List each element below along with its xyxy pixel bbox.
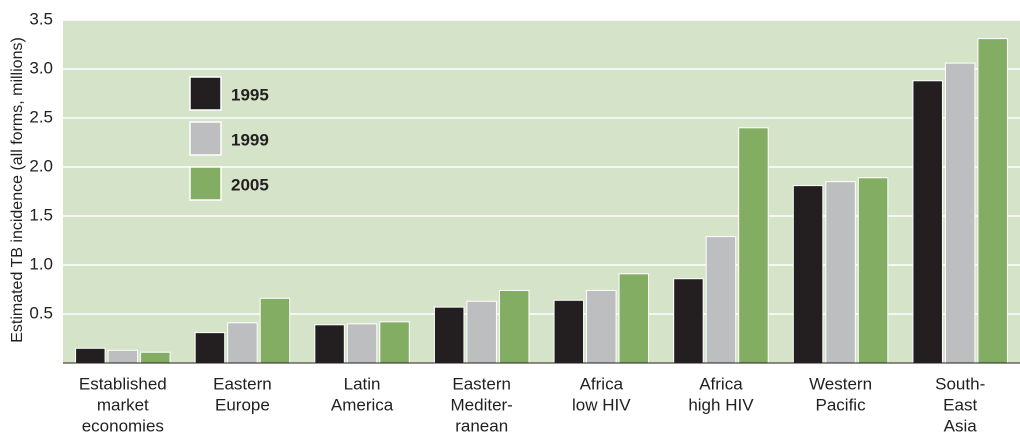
- bar: [977, 38, 1008, 364]
- bar: [498, 289, 530, 364]
- bar: [705, 236, 737, 364]
- x-tick-label: Latin: [344, 374, 381, 393]
- y-tick-label: 1.5: [29, 205, 53, 224]
- bar: [944, 62, 976, 364]
- x-tick-label: America: [331, 395, 394, 414]
- legend-swatch: [189, 166, 222, 201]
- x-tick-label: Africa: [699, 374, 743, 393]
- bar: [140, 351, 171, 364]
- x-tick-label: Western: [809, 374, 872, 393]
- bar: [314, 324, 345, 364]
- x-tick-label: South-: [935, 374, 985, 393]
- bar: [466, 300, 497, 364]
- bar: [792, 185, 824, 364]
- x-tick-label: market: [97, 395, 149, 414]
- y-axis-label: Estimated TB incidence (all forms, milli…: [9, 37, 26, 343]
- bar: [738, 127, 769, 364]
- bar: [346, 323, 378, 364]
- legend-label: 2005: [231, 175, 269, 194]
- bar: [75, 347, 106, 364]
- bar: [857, 177, 889, 364]
- bar: [586, 289, 617, 364]
- bar: [379, 321, 410, 364]
- bar: [618, 273, 650, 364]
- x-tick-label: Established: [79, 374, 167, 393]
- y-tick-label: 2.0: [29, 156, 53, 175]
- bar: [259, 297, 291, 364]
- bar: [825, 181, 856, 364]
- bar: [553, 299, 585, 364]
- bar: [227, 322, 258, 364]
- legend-swatch: [189, 76, 222, 111]
- legend-label: 1995: [231, 85, 269, 104]
- y-tick-label: 3.0: [29, 58, 53, 77]
- x-tick-label: high HIV: [688, 395, 754, 414]
- x-tick-label: Eastern: [213, 374, 272, 393]
- bar: [912, 80, 943, 364]
- x-tick-label: Asia: [944, 416, 978, 435]
- bar: [107, 349, 139, 364]
- x-tick-label: Pacific: [816, 395, 867, 414]
- y-tick-label: 2.5: [29, 107, 53, 126]
- x-tick-label: Europe: [215, 395, 270, 414]
- y-tick-label: 1.0: [29, 254, 53, 273]
- x-tick-label: low HIV: [572, 395, 631, 414]
- y-tick-label: 3.5: [29, 9, 53, 28]
- legend-label: 1999: [231, 130, 269, 149]
- x-tick-label: Eastern: [452, 374, 511, 393]
- bar: [194, 332, 226, 364]
- legend-swatch: [189, 121, 222, 156]
- x-tick-label: East: [943, 395, 977, 414]
- bar: [673, 278, 704, 364]
- y-tick-label: 0.5: [29, 303, 53, 322]
- x-tick-label: Africa: [580, 374, 624, 393]
- x-tick-label: economies: [82, 416, 164, 435]
- x-tick-label: ranean: [455, 416, 508, 435]
- x-tick-label: Mediter-: [451, 395, 513, 414]
- bar: [433, 306, 465, 364]
